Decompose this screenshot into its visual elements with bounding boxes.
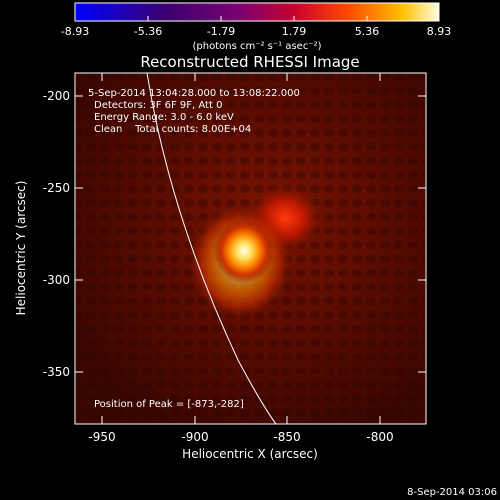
y-tick-label: -200 (43, 89, 70, 103)
peak-position: Position of Peak = [-873,-282] (94, 399, 244, 410)
x-tick-label: -800 (366, 430, 393, 444)
x-axis-label: Heliocentric X (arcsec) (182, 447, 318, 461)
colorbar-tick-label: 8.93 (427, 25, 452, 38)
colorbar-units: (photons cm⁻² s⁻¹ asec⁻²) (192, 41, 321, 52)
colorbar-ticks (74, 16, 440, 21)
info-clean-counts: Clean Total counts: 8.00E+04 (94, 124, 251, 135)
solar-limb (146, 73, 277, 424)
colorbar-tick-label: 5.36 (355, 25, 380, 38)
y-tick-label: -350 (43, 365, 70, 379)
y-tick-label: -250 (43, 181, 70, 195)
x-tick-label: -850 (273, 430, 300, 444)
info-energy-range: Energy Range: 3.0 - 6.0 keV (94, 112, 234, 123)
colorbar-tick-label: -5.36 (134, 25, 162, 38)
plot-frame (74, 72, 427, 425)
info-time-range: 5-Sep-2014 13:04:28.000 to 13:08:22.000 (88, 88, 300, 99)
colorbar-tick-label: 1.79 (282, 25, 307, 38)
rhessi-image (75, 73, 426, 424)
y-axis-ticks (75, 95, 426, 373)
y-axis-label: Heliocentric Y (arcsec) (14, 181, 28, 316)
colorbar (74, 2, 440, 22)
x-tick-label: -900 (181, 430, 208, 444)
info-detectors: Detectors: 3F 6F 9F, Att 0 (94, 100, 222, 111)
footer-date: 8-Sep-2014 03:06 (407, 487, 497, 498)
x-tick-label: -950 (88, 430, 115, 444)
y-tick-label: -300 (43, 273, 70, 287)
colorbar-tick-label: -1.79 (207, 25, 235, 38)
x-axis-ticks (101, 73, 381, 424)
colorbar-tick-label: -8.93 (61, 25, 89, 38)
plot-title: Reconstructed RHESSI Image (140, 53, 359, 71)
